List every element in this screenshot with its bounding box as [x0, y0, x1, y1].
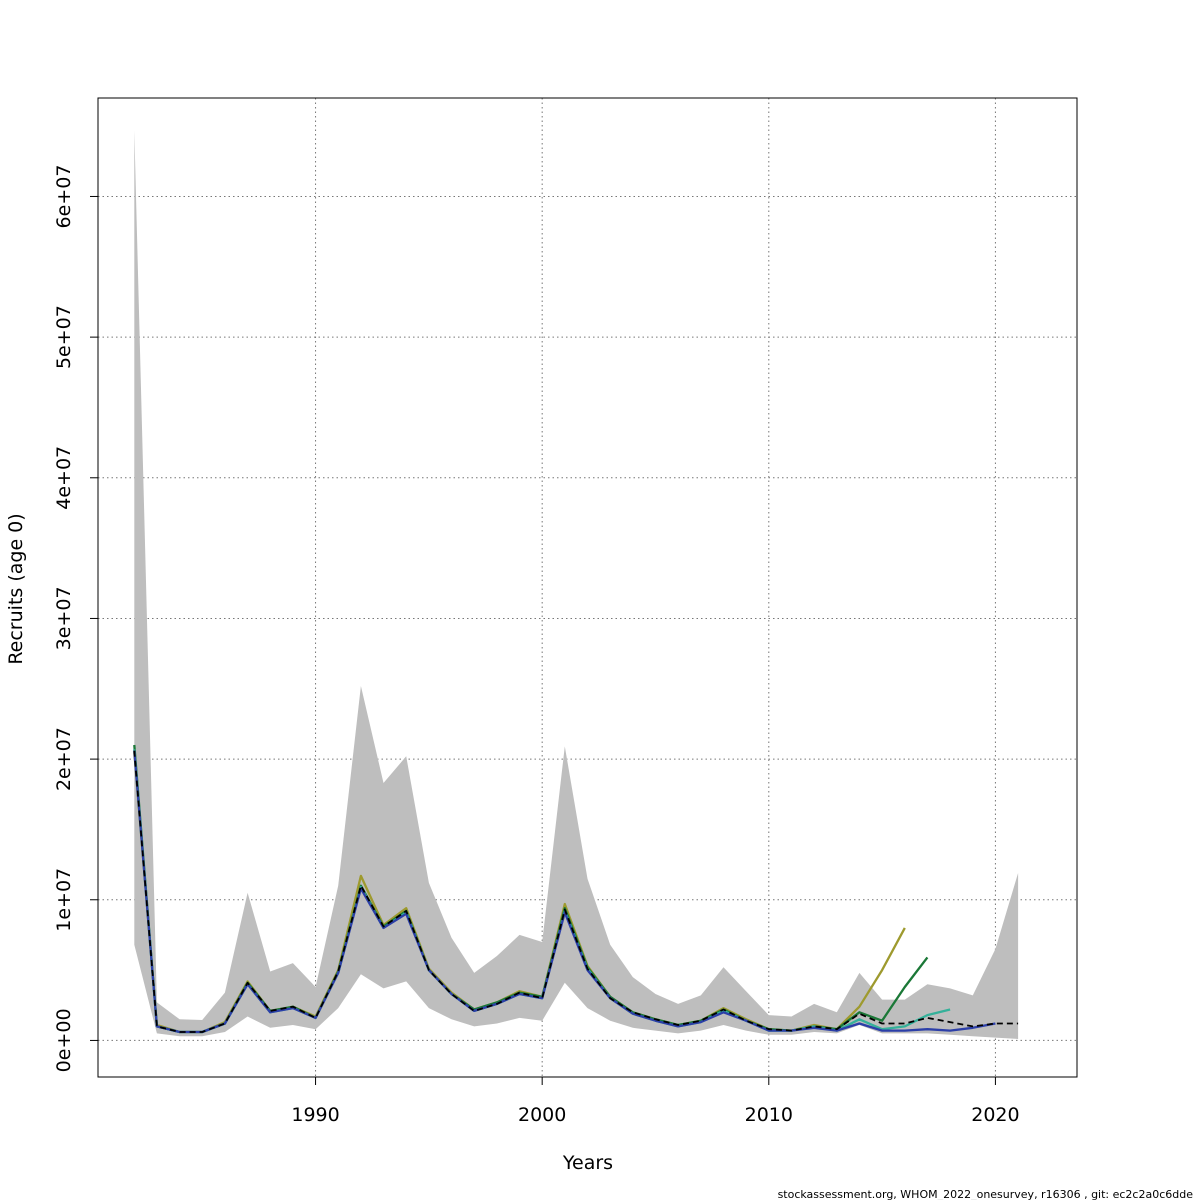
y-tick-label-3: 3e+07: [53, 586, 75, 650]
y-axis-title: Recruits (age 0): [5, 513, 27, 664]
y-tick-label-2: 2e+07: [53, 727, 75, 791]
series-layer: [133, 744, 1019, 1034]
confidence-band: [134, 130, 1019, 1039]
y-axis: 0e+00 1e+07 2e+07 3e+07 4e+07 5e+07 6e+07: [53, 165, 98, 1072]
x-tick-label-0: 1990: [291, 1104, 339, 1126]
footer-credit: stockassessment.org, WHOM_2022_onesurvey…: [778, 1188, 1194, 1200]
plot-frame: [97, 97, 1078, 1078]
y-tick-label-5: 5e+07: [53, 305, 75, 369]
series-line-5: [133, 750, 1019, 1033]
confidence-band-layer: [134, 130, 1019, 1039]
x-tick-label-2: 2010: [745, 1104, 793, 1126]
x-tick-label-1: 2000: [518, 1104, 566, 1126]
y-tick-label-4: 4e+07: [53, 446, 75, 510]
y-tick-label-6: 6e+07: [53, 165, 75, 229]
series-line-4: [133, 750, 996, 1034]
y-tick-label-0: 0e+00: [53, 1008, 75, 1072]
x-tick-label-3: 2020: [971, 1104, 1019, 1126]
grid-lines: [98, 98, 1077, 1077]
y-tick-label-1: 1e+07: [53, 868, 75, 932]
x-axis-title: Years: [562, 1152, 613, 1174]
x-axis: 1990 2000 2010 2020: [291, 1077, 1020, 1126]
